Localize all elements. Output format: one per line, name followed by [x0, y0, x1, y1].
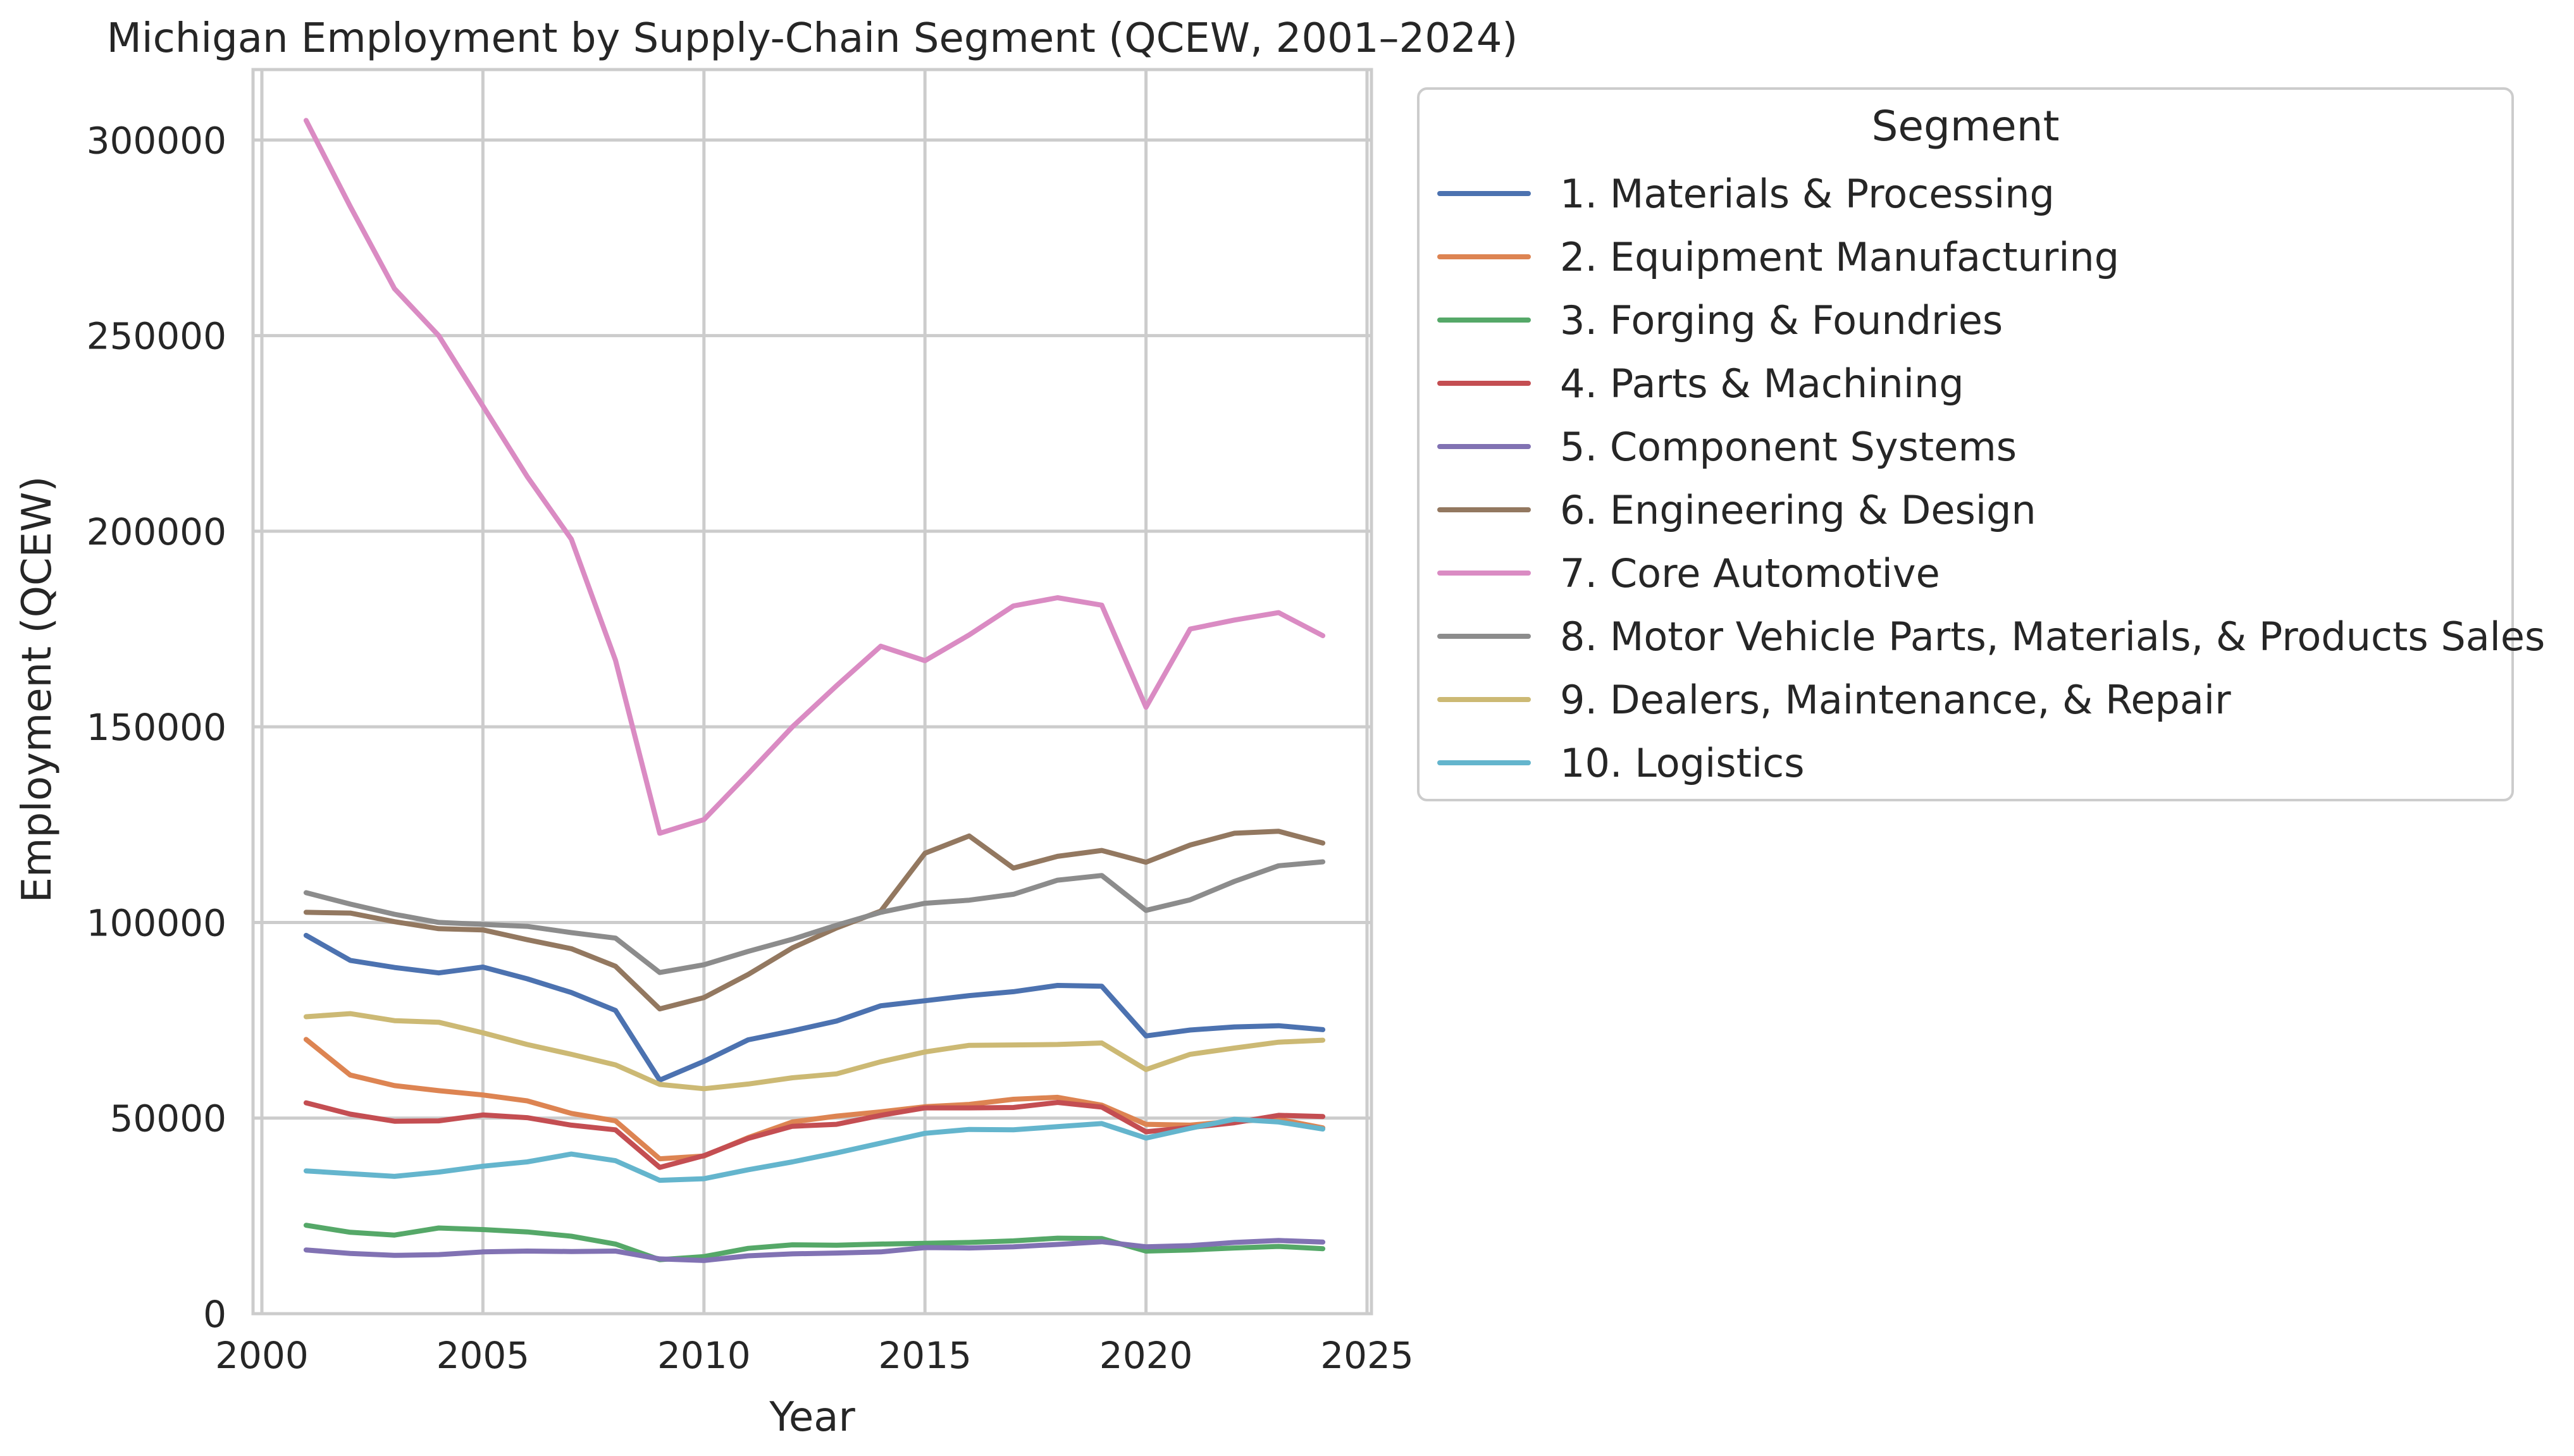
series-line-8	[303, 859, 1326, 975]
series-line-1	[303, 932, 1326, 1083]
y-axis-label: Employment (QCEW)	[14, 476, 61, 903]
series-line-10	[303, 1116, 1326, 1183]
legend-label-6: 6. Engineering & Design	[1560, 487, 2036, 533]
series-line-9	[303, 1011, 1326, 1092]
x-axis-label: Year	[769, 1394, 855, 1441]
y-tick-label: 0	[203, 1293, 226, 1336]
x-tick-label: 2000	[215, 1334, 309, 1377]
series-line-2	[303, 1037, 1326, 1162]
y-tick-label: 300000	[87, 119, 226, 162]
x-tick-label: 2025	[1320, 1334, 1414, 1377]
x-tick-label: 2010	[657, 1334, 751, 1377]
y-tick-label: 50000	[109, 1097, 226, 1140]
series-lines	[303, 118, 1326, 1263]
legend-label-5: 5. Component Systems	[1560, 424, 2017, 470]
chart-title: Michigan Employment by Supply-Chain Segm…	[107, 15, 1518, 62]
x-tick-labels: 2000 2005 2010 2015 2020 2025	[215, 1334, 1414, 1377]
series-line-5	[303, 1238, 1326, 1263]
legend-label-1: 1. Materials & Processing	[1560, 171, 2055, 217]
legend: Segment 1. Materials & Processing 2. Equi…	[1417, 87, 2545, 801]
y-tick-labels: 0 50000 100000 150000 200000 250000 300000	[87, 119, 226, 1336]
legend-label-2: 2. Equipment Manufacturing	[1560, 234, 2119, 280]
legend-label-4: 4. Parts & Machining	[1560, 361, 1964, 407]
legend-label-3: 3. Forging & Foundries	[1560, 297, 2003, 343]
legend-label-8: 8. Motor Vehicle Parts, Materials, & Pro…	[1560, 614, 2545, 660]
legend-box	[1417, 87, 2514, 801]
x-tick-label: 2015	[878, 1334, 972, 1377]
y-tick-label: 250000	[87, 315, 226, 358]
legend-label-7: 7. Core Automotive	[1560, 550, 1940, 596]
legend-items: 1. Materials & Processing 2. Equipment Ma…	[1437, 171, 2545, 786]
x-tick-label: 2005	[436, 1334, 530, 1377]
series-line-7	[303, 118, 1326, 836]
series-line-3	[303, 1223, 1326, 1262]
plot-frame	[251, 68, 1373, 1316]
series-line-6	[303, 829, 1326, 1012]
series-line-4	[303, 1100, 1326, 1170]
legend-label-10: 10. Logistics	[1560, 740, 1805, 786]
y-tick-label: 150000	[87, 706, 226, 749]
legend-title: Segment	[1872, 102, 2060, 151]
y-tick-label: 100000	[87, 901, 226, 944]
legend-label-9: 9. Dealers, Maintenance, & Repair	[1560, 677, 2231, 723]
x-tick-label: 2020	[1099, 1334, 1193, 1377]
y-tick-label: 200000	[87, 510, 226, 553]
